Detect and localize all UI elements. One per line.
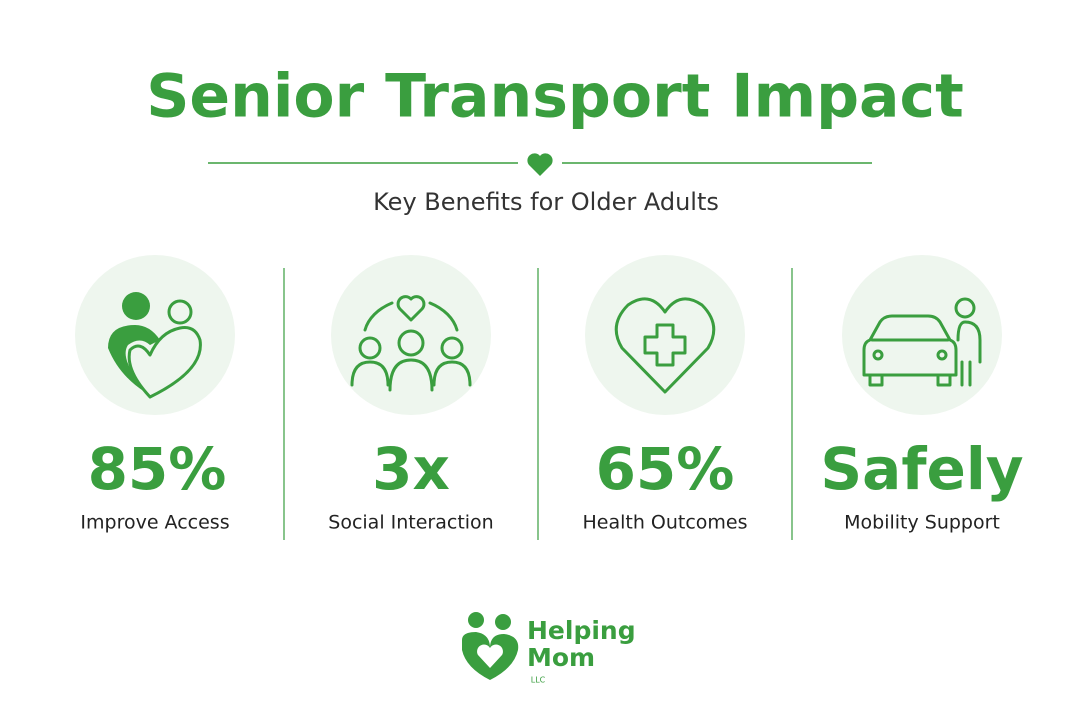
stat: 3x Social Interaction bbox=[328, 435, 493, 533]
stat-value: 3x bbox=[372, 435, 450, 503]
stat: 65% Health Outcomes bbox=[582, 435, 747, 533]
logo: Helping Mom LLC bbox=[462, 612, 636, 685]
icon-mobility bbox=[842, 255, 1002, 415]
title: Senior Transport Impact bbox=[146, 62, 964, 132]
column-separators bbox=[283, 268, 793, 540]
subtitle: Key Benefits for Older Adults bbox=[373, 188, 719, 216]
logo-text: Mom bbox=[527, 643, 595, 672]
stat-value: 65% bbox=[596, 435, 735, 503]
stat: Safely Mobility Support bbox=[820, 435, 1023, 533]
icon-care bbox=[75, 255, 235, 415]
stat-value: 85% bbox=[88, 435, 227, 503]
logo-suffix: LLC bbox=[531, 676, 546, 685]
stat: 85% Improve Access bbox=[80, 435, 229, 533]
stat-label: Mobility Support bbox=[844, 512, 1000, 534]
stat-label: Health Outcomes bbox=[582, 512, 747, 534]
stat-label: Social Interaction bbox=[328, 512, 493, 534]
divider bbox=[208, 153, 872, 176]
logo-text: Helping bbox=[527, 616, 636, 645]
stat-label: Improve Access bbox=[80, 512, 229, 534]
icon-health bbox=[585, 255, 745, 415]
stat-value: Safely bbox=[820, 435, 1023, 503]
icon-social bbox=[331, 255, 491, 415]
